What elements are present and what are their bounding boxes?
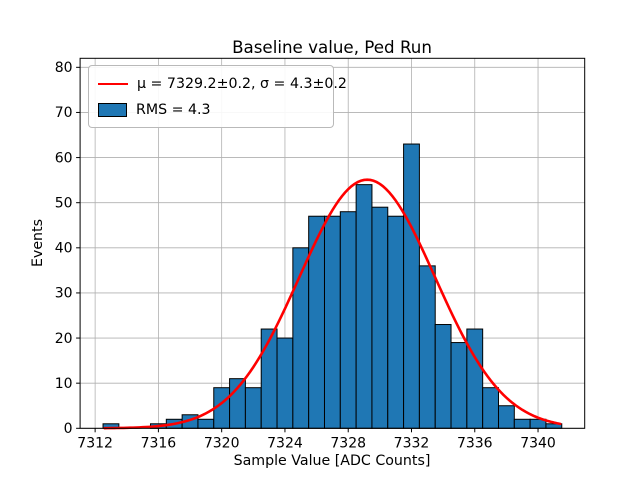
histogram-bar [403, 143, 420, 429]
histogram-bar [260, 328, 278, 429]
histogram-bar [371, 206, 389, 429]
y-tick-label: 50 [55, 195, 73, 211]
histogram-bar [197, 418, 215, 429]
histogram-bar [513, 418, 531, 429]
y-tick-label: 10 [55, 376, 73, 392]
y-tick-label: 70 [55, 105, 73, 121]
y-tick-label: 80 [55, 60, 73, 76]
histogram-bar [497, 405, 515, 429]
histogram-bar [276, 337, 294, 429]
y-tick-label: 40 [55, 241, 73, 257]
legend-entry-hist: RMS = 4.3 [98, 99, 323, 121]
fit-legend-label: μ = 7329.2±0.2, σ = 4.3±0.2 [137, 75, 347, 92]
histogram-patch-handle-icon [98, 103, 127, 117]
x-tick-label: 7340 [520, 436, 556, 452]
hist-legend-label: RMS = 4.3 [136, 101, 211, 118]
x-tick-label: 7316 [141, 436, 177, 452]
histogram-bars [102, 143, 563, 429]
histogram-bar [244, 387, 262, 429]
y-axis-ticks: 0 10 20 30 40 50 60 70 80 [55, 60, 81, 437]
y-tick-label: 0 [64, 421, 73, 437]
histogram-bar [323, 215, 341, 429]
legend-entry-fit: μ = 7329.2±0.2, σ = 4.3±0.2 [98, 73, 347, 95]
y-tick-label: 60 [55, 150, 73, 166]
histogram-bar [387, 215, 405, 429]
axes-spines [79, 57, 586, 429]
histogram-bar [355, 184, 373, 429]
plot-title: Baseline value, Ped Run [232, 37, 432, 57]
x-tick-label: 7324 [267, 436, 303, 452]
x-tick-label: 7328 [330, 436, 366, 452]
histogram-bar [434, 324, 452, 429]
legend-box: μ = 7329.2±0.2, σ = 4.3±0.2 RMS = 4.3 [88, 65, 347, 128]
gaussian-fit-curve [103, 178, 562, 430]
y-tick-label: 20 [55, 331, 73, 347]
histogram-bar [418, 265, 436, 429]
histogram-bar [450, 342, 468, 429]
x-axis-label: Sample Value [ADC Counts] [234, 453, 431, 469]
histogram-bar [466, 328, 484, 429]
histogram-bar [482, 387, 499, 429]
x-tick-label: 7332 [394, 436, 430, 452]
x-tick-label: 7312 [77, 436, 113, 452]
y-tick-label: 30 [55, 286, 73, 302]
x-tick-label: 7336 [457, 436, 493, 452]
x-tick-label: 7320 [204, 436, 240, 452]
histogram-bar [308, 215, 325, 429]
x-axis-ticks: 7312 7316 7320 7324 7328 7332 7336 7340 [77, 428, 556, 452]
histogram-bar [339, 211, 357, 429]
y-axis-label: Events [30, 219, 46, 267]
fit-line-handle-icon [98, 83, 128, 85]
